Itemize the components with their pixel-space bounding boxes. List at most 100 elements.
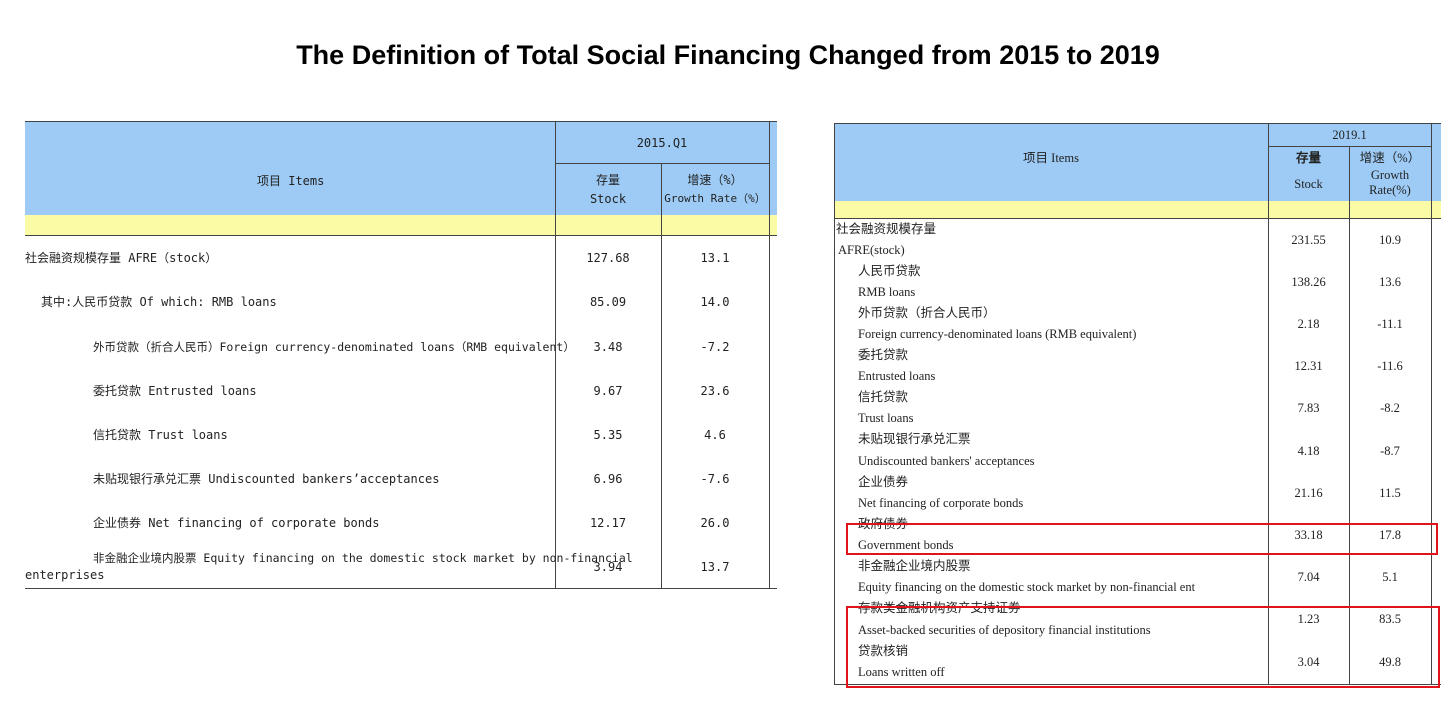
row-label: 未贴现银行承兑汇票 Undiscounted bankers’acceptanc… xyxy=(93,472,440,486)
row-label-cn: 社会融资规模存量 xyxy=(836,222,937,236)
column-divider xyxy=(1349,146,1350,685)
row-label-cn: 贷款核销 xyxy=(858,644,909,658)
row-stock: 7.04 xyxy=(1297,570,1320,584)
row-label: 其中:人民币贷款 Of which: RMB loans xyxy=(41,295,277,309)
row-stock: 3.48 xyxy=(593,340,623,354)
stock-header-en: Stock xyxy=(1294,177,1323,191)
row-stock: 6.96 xyxy=(593,472,623,486)
row-label: 企业债券 Net financing of corporate bonds xyxy=(93,516,380,530)
row-label: 非金融企业境内股票 Equity financing on the domest… xyxy=(93,551,633,565)
column-divider xyxy=(834,123,835,685)
items-header: 项目 Items xyxy=(257,174,325,188)
table-2019-1: 2019.1 项目 Items 存量 Stock 增速（%） Growth Ra… xyxy=(834,123,1441,685)
row-growth: 26.0 xyxy=(700,516,730,530)
row-growth: -8.2 xyxy=(1380,401,1400,415)
row-stock: 127.68 xyxy=(586,251,630,265)
row-label-en: Trust loans xyxy=(858,411,914,425)
row-label: 外币贷款（折合人民币）Foreign currency-denominated … xyxy=(93,340,575,354)
row-label: 社会融资规模存量 AFRE（stock） xyxy=(25,251,218,265)
stock-header-cn: 存量 xyxy=(1295,151,1321,165)
row-growth: 13.1 xyxy=(700,251,730,265)
column-divider xyxy=(661,163,662,589)
row-label-en: Asset-backed securities of depository fi… xyxy=(858,623,1151,637)
highlight-box-new-items xyxy=(846,606,1440,688)
column-divider xyxy=(555,121,556,589)
items-header: 项目 Items xyxy=(1023,151,1079,165)
row-growth: 5.1 xyxy=(1382,570,1398,584)
row-stock: 2.18 xyxy=(1297,317,1320,331)
row-stock: 4.18 xyxy=(1297,444,1320,458)
row-growth: -8.7 xyxy=(1380,444,1400,458)
rule xyxy=(25,121,777,122)
column-divider xyxy=(1431,123,1432,685)
row-growth: -11.1 xyxy=(1377,317,1403,331)
table-2015-q1: 2015.Q1 项目 Items 存量 Stock 增速（%） Growth R… xyxy=(25,121,777,589)
row-label: 信托贷款 Trust loans xyxy=(93,428,228,442)
rule xyxy=(834,218,1441,219)
rule xyxy=(834,123,1441,124)
page-title: The Definition of Total Social Financing… xyxy=(296,40,1160,70)
row-stock: 231.55 xyxy=(1291,233,1326,247)
row-label-cn: 企业债券 xyxy=(858,475,909,489)
row-growth: 4.6 xyxy=(704,428,726,442)
row-stock: 3.04 xyxy=(1297,655,1320,669)
growth-header-cn: 增速（%） xyxy=(687,173,743,187)
row-growth: -7.2 xyxy=(700,340,730,354)
row-growth: 11.5 xyxy=(1379,486,1401,500)
header-band xyxy=(25,121,777,215)
row-growth: 17.8 xyxy=(1379,528,1401,542)
row-label-cn: 外币贷款（折合人民币） xyxy=(858,306,996,320)
header-yellow-band xyxy=(834,201,1441,218)
highlight-box-government-bonds xyxy=(846,523,1438,555)
growth-header-en: Rate(%) xyxy=(1369,183,1411,197)
row-growth: -11.6 xyxy=(1377,359,1403,373)
growth-header-cn: 增速（%） xyxy=(1359,151,1421,165)
period-header: 2015.Q1 xyxy=(636,136,688,150)
row-growth: 13.6 xyxy=(1379,275,1401,289)
row-label-en: Net financing of corporate bonds xyxy=(858,496,1024,510)
row-stock: 33.18 xyxy=(1294,528,1323,542)
row-stock: 138.26 xyxy=(1291,275,1326,289)
growth-header-en: Growth Rate（%） xyxy=(664,192,766,205)
row-label: 委托贷款 Entrusted loans xyxy=(93,384,257,398)
row-label-cn: 信托贷款 xyxy=(858,390,909,404)
row-growth: 23.6 xyxy=(700,384,730,398)
row-growth: 49.8 xyxy=(1379,655,1401,669)
row-growth: 14.0 xyxy=(700,295,730,309)
rule xyxy=(834,684,1441,685)
row-stock: 9.67 xyxy=(593,384,623,398)
row-stock: 12.31 xyxy=(1294,359,1323,373)
row-stock: 12.17 xyxy=(589,516,627,530)
rule xyxy=(25,588,777,589)
row-label-cn: 存款类金融机构资产支持证券 xyxy=(858,601,1021,615)
row-label-en: Government bonds xyxy=(858,538,954,552)
row-label-cn: 未贴现银行承兑汇票 xyxy=(858,432,971,446)
column-divider xyxy=(1268,123,1269,685)
row-growth: -7.6 xyxy=(700,472,730,486)
row-growth: 83.5 xyxy=(1379,612,1401,626)
row-label-en: Entrusted loans xyxy=(858,369,936,383)
stock-header-cn: 存量 xyxy=(595,173,620,187)
row-label-en: Equity financing on the domestic stock m… xyxy=(858,580,1196,594)
rule xyxy=(555,163,769,164)
row-stock: 85.09 xyxy=(589,295,627,309)
row-label-continued: enterprises xyxy=(25,568,105,582)
row-label-en: Foreign currency-denominated loans (RMB … xyxy=(858,327,1137,341)
period-header: 2019.1 xyxy=(1332,128,1367,142)
row-growth: 10.9 xyxy=(1379,233,1401,247)
row-stock: 3.94 xyxy=(593,560,623,574)
row-stock: 21.16 xyxy=(1294,486,1323,500)
header-band xyxy=(834,123,1441,201)
row-growth: 13.7 xyxy=(700,560,730,574)
row-label-en: Loans written off xyxy=(858,665,945,679)
row-label-en: Undiscounted bankers' acceptances xyxy=(858,454,1035,468)
stock-header-en: Stock xyxy=(589,192,627,206)
header-yellow-band xyxy=(25,215,777,235)
row-stock: 7.83 xyxy=(1297,401,1320,415)
row-label-cn: 人民币贷款 xyxy=(858,264,921,278)
growth-header-en: Growth xyxy=(1370,168,1410,182)
column-divider xyxy=(769,121,770,589)
row-label-en: AFRE(stock) xyxy=(838,243,905,257)
row-stock: 1.23 xyxy=(1297,612,1320,626)
row-label-cn: 非金融企业境内股票 xyxy=(858,559,971,573)
